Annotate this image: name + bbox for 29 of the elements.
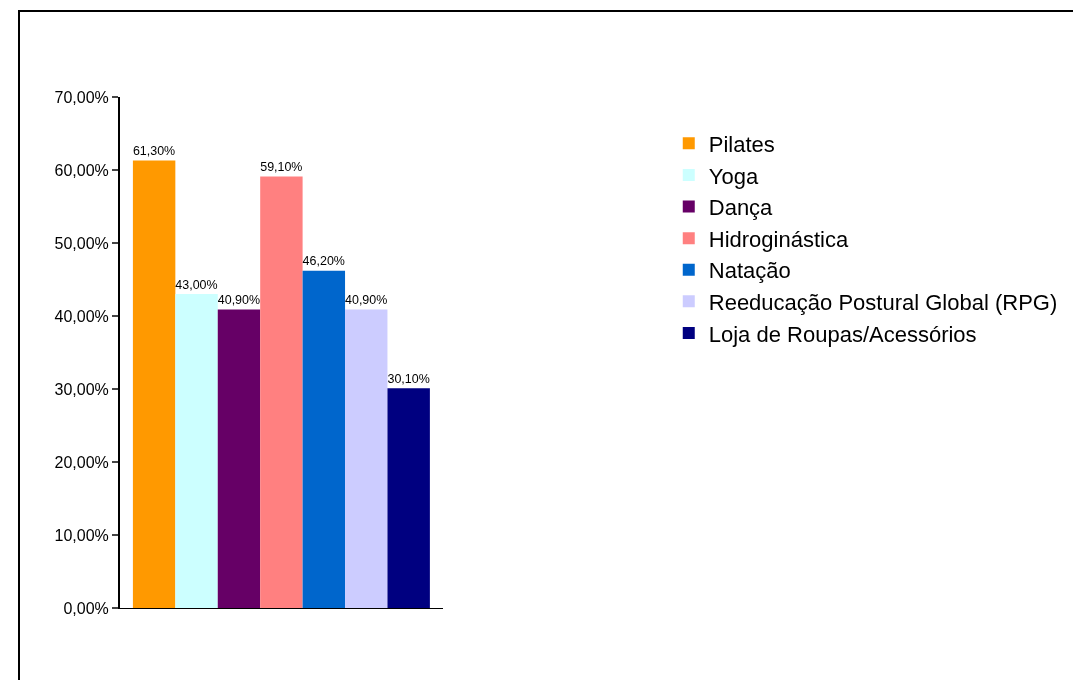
bar <box>217 309 261 608</box>
legend-label: Natação <box>708 258 791 284</box>
y-tick-label: 0,00% <box>63 599 109 617</box>
legend-label: Pilates <box>708 131 775 157</box>
y-tick-label: 30,00% <box>54 380 109 398</box>
y-tick-label: 10,00% <box>54 526 109 544</box>
bar <box>302 270 346 608</box>
bar <box>345 309 388 608</box>
data-label: 40,90% <box>345 292 388 307</box>
y-tick-label: 40,00% <box>54 307 109 325</box>
bar <box>132 160 176 608</box>
data-label: 61,30% <box>132 144 176 159</box>
legend-label: Dança <box>708 195 774 221</box>
data-label: 46,20% <box>302 254 345 269</box>
data-label: 43,00% <box>175 277 218 292</box>
bar <box>260 176 303 608</box>
y-tick-label: 60,00% <box>54 161 109 179</box>
y-tick-label: 50,00% <box>54 234 109 252</box>
y-tick-label: 70,00% <box>54 88 109 106</box>
data-label: 59,10% <box>260 160 303 175</box>
data-label: 30,10% <box>387 371 430 386</box>
legend-label: Loja de Roupas/Acessórios <box>708 321 977 347</box>
data-label: 40,90% <box>217 292 261 307</box>
legend-label: Yoga <box>708 163 759 189</box>
bar <box>175 294 218 608</box>
legend-label: Reeducação Postural Global (RPG) <box>708 289 1058 315</box>
y-tick-label: 20,00% <box>54 453 109 471</box>
bar <box>387 388 430 608</box>
legend-label: Hidroginástica <box>708 226 849 252</box>
